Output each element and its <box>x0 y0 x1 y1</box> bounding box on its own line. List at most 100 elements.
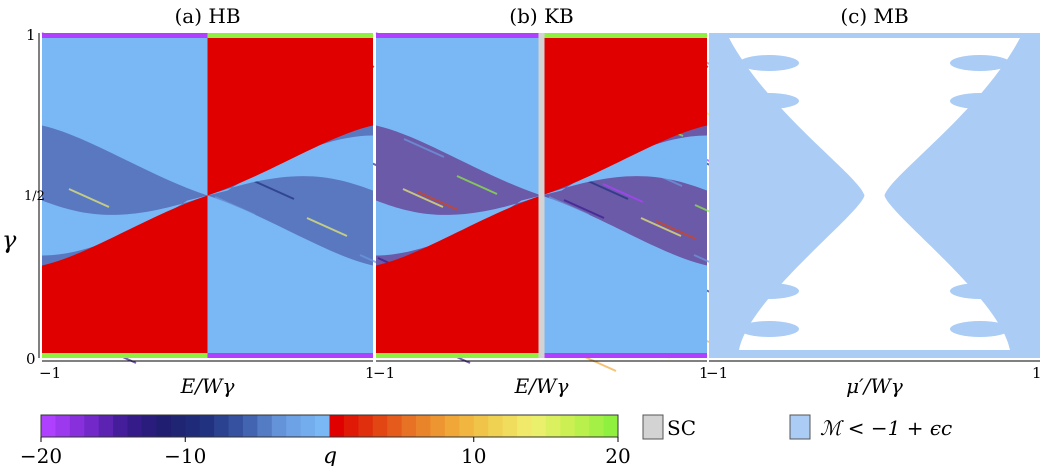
colorbar-segment <box>329 415 345 437</box>
colorbar-segment <box>589 415 605 437</box>
colorbar-segment <box>127 415 143 437</box>
mb-lobe-left <box>739 321 799 337</box>
region-q-negative-top-left <box>376 33 542 196</box>
colorbar-tick-label: −10 <box>164 444 206 466</box>
region-q-negative-left <box>376 195 542 256</box>
colorbar-segment <box>473 415 489 437</box>
x-tick-label: −1 <box>39 364 61 382</box>
colorbar-segment <box>55 415 71 437</box>
colorbar-segment <box>156 415 172 437</box>
colorbar-segment <box>343 415 359 437</box>
legend-swatch-mb <box>789 414 811 440</box>
colorbar-segment <box>141 415 157 437</box>
colorbar-segment <box>401 415 417 437</box>
colorbar-segment <box>315 415 330 437</box>
colorbar-tick-label: −20 <box>20 444 62 466</box>
heatmap-texture-mark <box>253 180 295 200</box>
strip-top-right <box>541 33 707 38</box>
y-tick-1: 1 <box>26 26 36 44</box>
colorbar-segment <box>444 415 460 437</box>
heatmap-texture-mark <box>306 217 348 237</box>
colorbar-segment <box>531 415 547 437</box>
colorbar-segment <box>488 415 504 437</box>
heatmap-texture-mark <box>640 217 682 237</box>
y-axis-label: γ <box>2 226 17 254</box>
colorbar-segment <box>214 415 230 437</box>
mb-lobe-left <box>739 169 799 185</box>
mb-lobe-right <box>950 207 1010 223</box>
heatmap-texture-mark <box>587 180 629 200</box>
strip-top-left <box>376 33 542 38</box>
panel-title: (a) HB <box>174 4 240 28</box>
mb-lobe-right <box>950 131 1010 147</box>
colorbar-segment <box>41 415 56 437</box>
colorbar: −20 −10 10 20 <box>20 414 631 466</box>
x-axis-label: μ′/Wγ <box>846 374 903 398</box>
colorbar-segment <box>228 415 244 437</box>
mb-white-hourglass <box>729 38 1020 350</box>
strip-bottom-left <box>42 353 208 358</box>
x-tick-label: −1 <box>706 364 728 382</box>
colorbar-segment <box>242 415 258 437</box>
region-q-positive-top-right <box>207 33 373 196</box>
panel-title: (c) MB <box>840 4 908 28</box>
colorbar-segment <box>300 415 316 437</box>
colorbar-segment <box>170 415 186 437</box>
strip-bottom-right <box>541 353 707 358</box>
x-tick-label: −1 <box>373 364 395 382</box>
panel-0: (a) HBE/Wγ−1 1 <box>39 4 401 398</box>
panel-1: (b) KBE/Wγ−1 1 <box>373 4 737 398</box>
colorbar-tick-label: 10 <box>461 444 486 466</box>
colorbar-segment <box>358 415 374 437</box>
x-axis-label: E/Wγ <box>180 374 235 398</box>
legend-label-mb: ℳ < −1 + ϵc <box>820 416 952 440</box>
mb-lobe-left <box>739 207 799 223</box>
y-tick-half: 1/2 <box>24 189 45 204</box>
colorbar-segment <box>416 415 431 437</box>
heatmap-texture-mark <box>563 199 605 219</box>
colorbar-tick-label: 20 <box>605 444 630 466</box>
mb-lobe-right <box>950 283 1010 299</box>
colorbar-segment <box>372 415 388 437</box>
region-q-negative-bottom-right <box>207 195 373 358</box>
strip-top-right <box>207 33 373 38</box>
mb-lobe-right <box>950 321 1010 337</box>
legend-swatch-sc <box>642 414 664 440</box>
region-q-negative-right <box>541 135 707 196</box>
colorbar-segment <box>560 415 576 437</box>
colorbar-segment <box>98 415 114 437</box>
x-tick-label: 1 <box>1032 364 1041 382</box>
colorbar-segment <box>257 415 273 437</box>
mb-lobe-left <box>739 131 799 147</box>
legend-label-sc: SC <box>667 416 696 440</box>
panel-2: (c) MB μ′/Wγ −1 1 <box>706 4 1041 398</box>
colorbar-segment <box>84 415 100 437</box>
region-q-positive-bottom-left <box>42 195 208 358</box>
colorbar-frame <box>40 414 619 438</box>
colorbar-segment <box>271 415 287 437</box>
strip-top-left <box>42 33 208 38</box>
mb-lobe-left <box>739 245 799 261</box>
colorbar-segment <box>113 415 129 437</box>
sc-region <box>538 33 545 358</box>
colorbar-segment <box>286 415 302 437</box>
colorbar-segment <box>517 415 532 437</box>
mb-lobe-right <box>950 245 1010 261</box>
x-tick-label: 1 <box>365 364 375 382</box>
colorbar-segment <box>69 415 85 437</box>
panel-title: (b) KB <box>509 4 573 28</box>
colorbar-segment <box>459 415 475 437</box>
heatmap-texture-mark <box>402 188 444 208</box>
colorbar-segment <box>185 415 201 437</box>
mb-lobe-right <box>950 169 1010 185</box>
colorbar-label: q <box>323 444 337 466</box>
heatmap-texture-mark <box>403 138 445 158</box>
mb-lobe-left <box>739 55 799 71</box>
colorbar-segment <box>574 415 590 437</box>
colorbar-segment <box>545 415 561 437</box>
colorbar-segment <box>603 415 619 437</box>
heatmap-texture-mark <box>602 183 644 203</box>
region-q-negative-right <box>207 135 373 196</box>
colorbar-segment <box>430 415 446 437</box>
